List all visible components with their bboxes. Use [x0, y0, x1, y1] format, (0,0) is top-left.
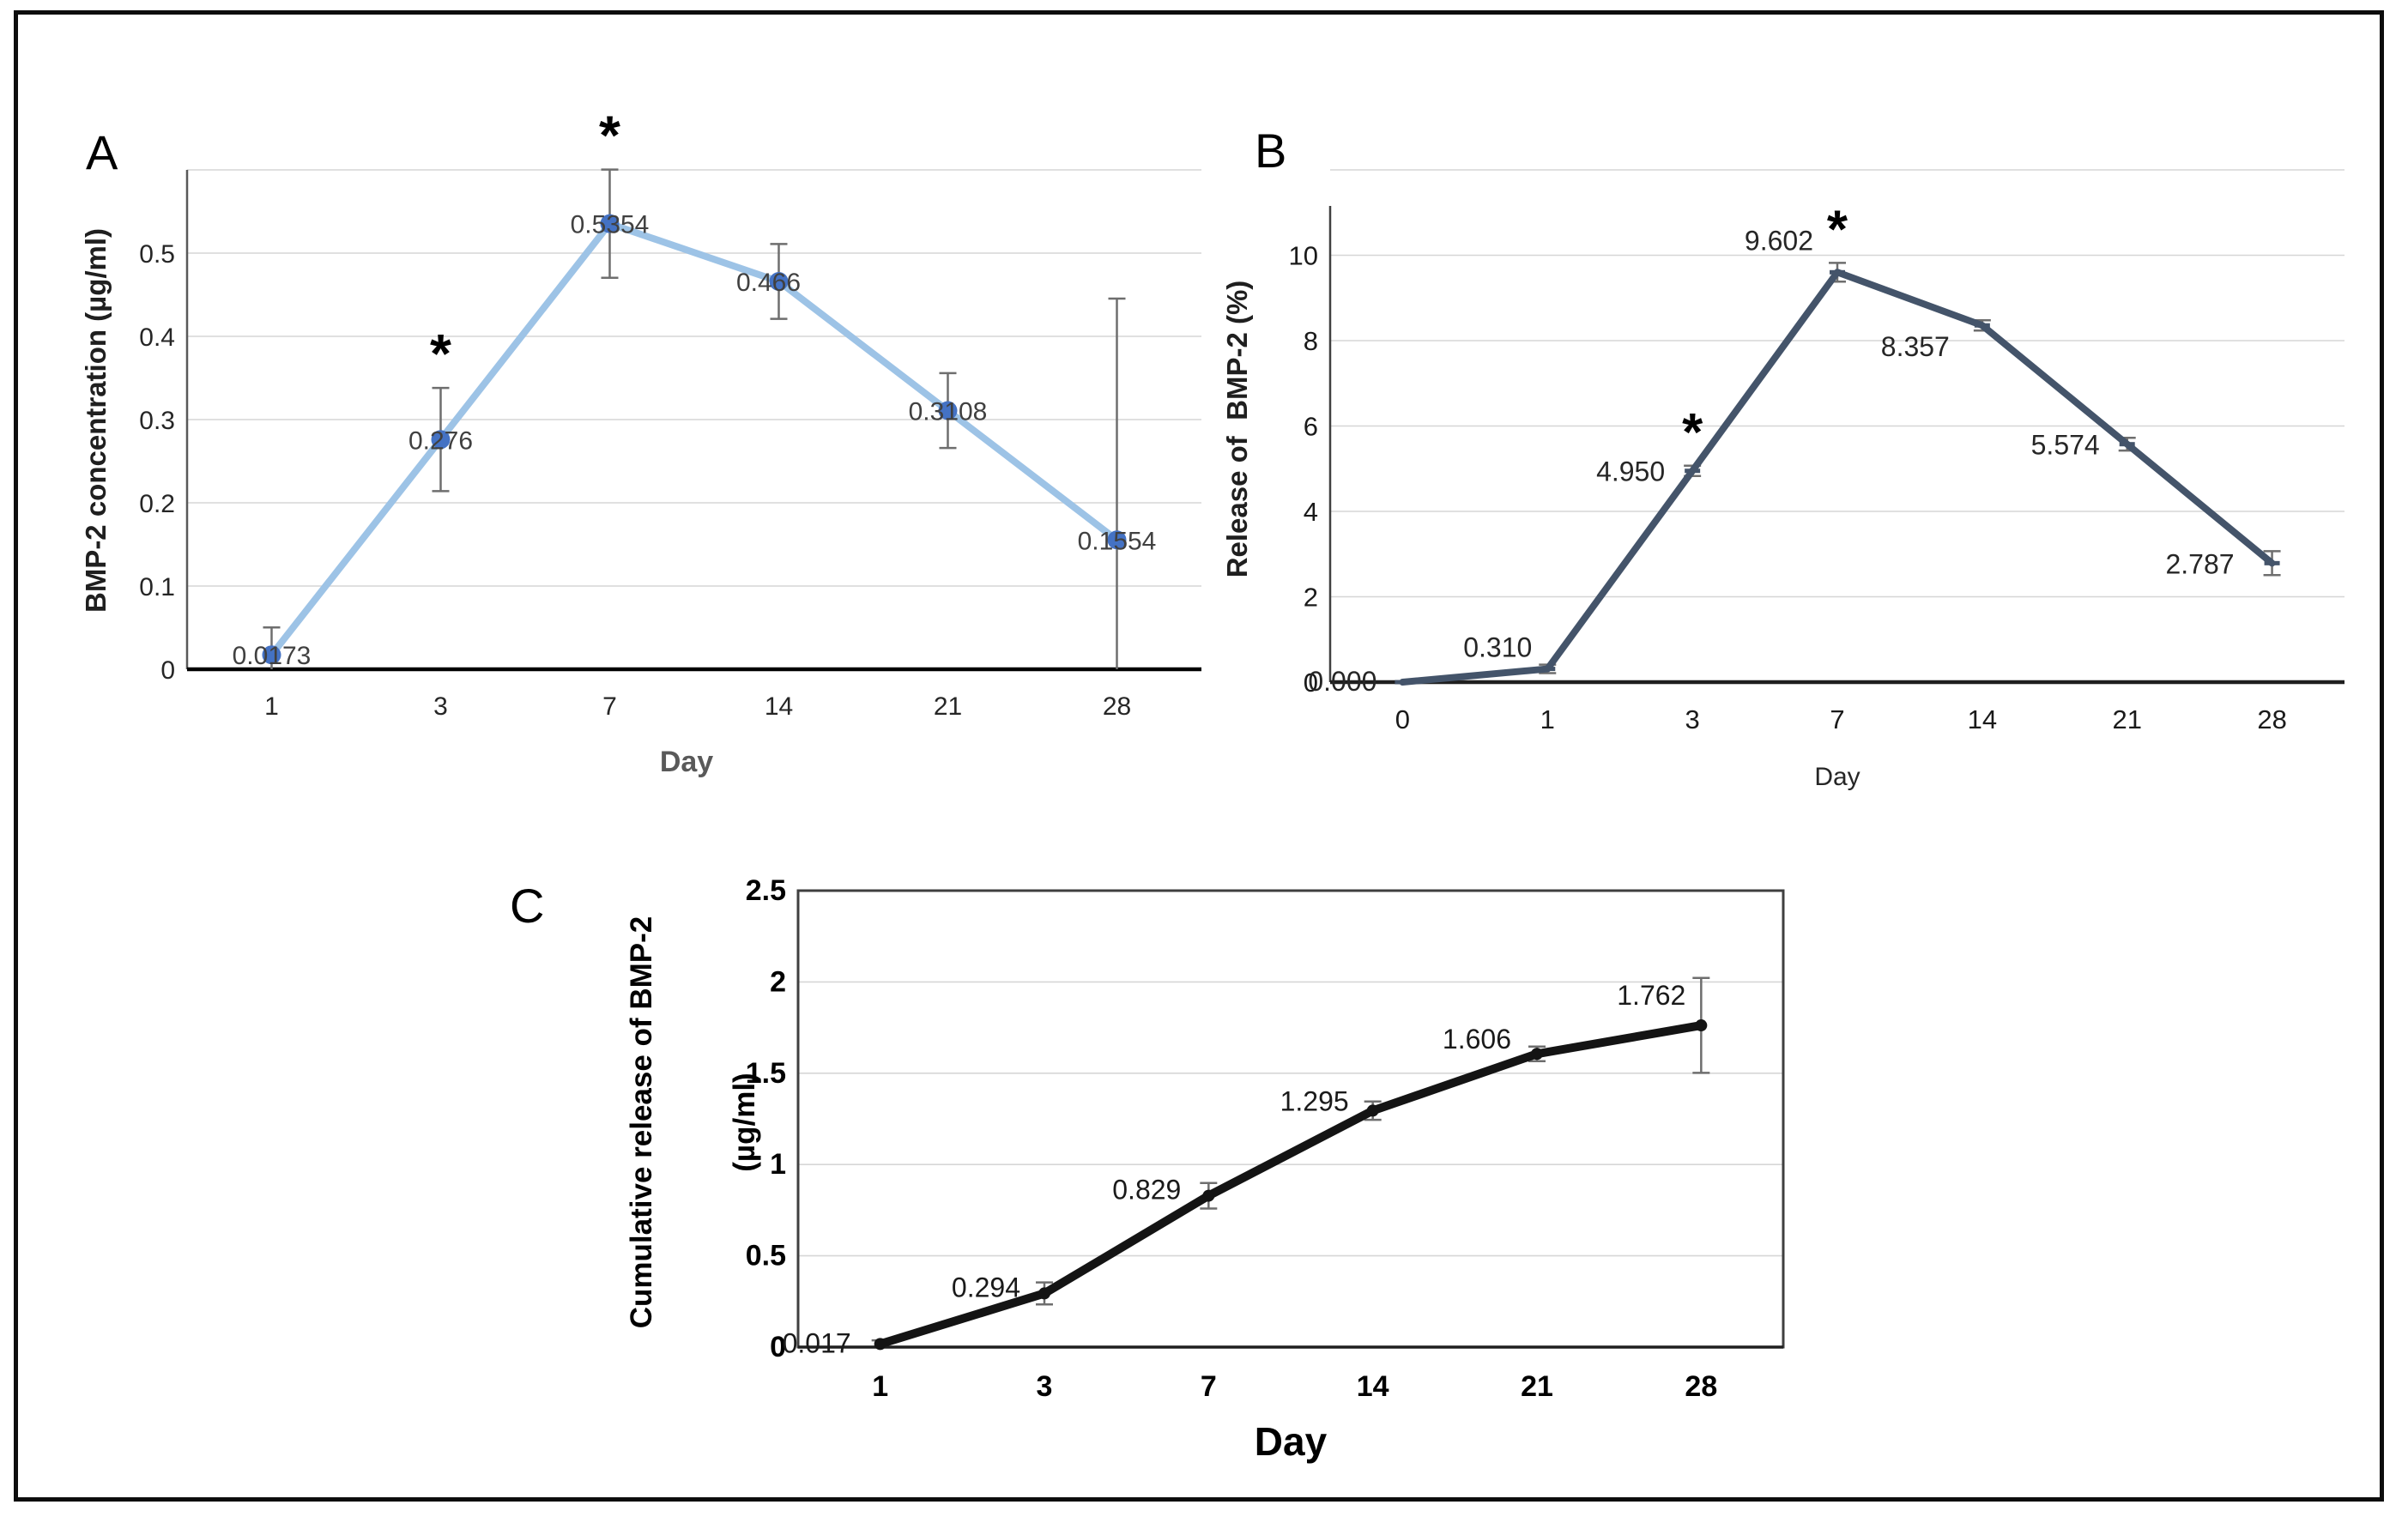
- panel-c-marker: [1202, 1189, 1215, 1202]
- panel-c-data-label: 0.829: [1112, 1175, 1181, 1206]
- panel-b-data-label: 2.787: [2165, 548, 2234, 579]
- panel-c-x-tick-label: 21: [1521, 1370, 1553, 1403]
- panel-b-x-tick-label: 3: [1685, 704, 1700, 734]
- panel-b-x-tick-label: 28: [2257, 704, 2286, 734]
- panel-b-significance-asterisk: *: [1682, 403, 1703, 462]
- panel-a-letter: A: [86, 125, 118, 179]
- panel-c-x-tick-label: 28: [1685, 1370, 1717, 1403]
- panel-a-y-tick-label: 0: [160, 656, 175, 685]
- panel-a-series-line: [268, 220, 1121, 659]
- panel-a-data-label: 0.1554: [1078, 527, 1157, 555]
- panel-b-marker: [1395, 680, 1411, 685]
- panel-c-x-axis-title: Day: [1254, 1419, 1328, 1464]
- panel-b-data-label: 8.357: [1881, 331, 1950, 362]
- panel-c-marker: [1366, 1104, 1379, 1117]
- panel-b-marker: [1540, 667, 1556, 672]
- panel-b-data-label: 0.000: [1308, 666, 1376, 697]
- panel-b-marker: [1830, 269, 1845, 275]
- panel-b-y-axis-title: Release of BMP-2 (%): [1221, 280, 1254, 578]
- panel-b-data-label: 5.574: [2031, 430, 2100, 461]
- panel-b-plot: 0 2 4 6 8 10 0 1 3 7 14 21 28 0.000 0.310 4.950 9.602 8.3…: [1289, 169, 2344, 734]
- panel-b-x-tick-label: 21: [2112, 704, 2141, 734]
- panel-a-data-label: 0.0173: [233, 642, 312, 670]
- panel-a-x-tick-label: 7: [602, 692, 617, 721]
- panel-b-marker: [2264, 560, 2280, 565]
- panel-b-data-label: 4.950: [1596, 456, 1665, 487]
- panel-b-letter: B: [1255, 124, 1287, 178]
- panel-a-y-axis-title: BMP-2 concentration (µg/ml): [80, 227, 112, 613]
- panel-a-marker: [1107, 530, 1127, 550]
- panel-c-x-tick-label: 7: [1201, 1370, 1217, 1403]
- panel-a-data-label: 0.276: [408, 426, 473, 455]
- panel-a-y-tick-label: 0.2: [139, 490, 175, 518]
- panel-c-data-label: 1.295: [1280, 1085, 1349, 1116]
- panel-c-y-axis-title-line1: Cumulative release of BMP-2: [624, 916, 658, 1329]
- panel-a-x-tick-label: 21: [934, 692, 962, 721]
- panel-b-x-tick-label: 1: [1540, 704, 1555, 734]
- panel-c-data-label: 1.762: [1617, 980, 1685, 1011]
- panel-a-marker: [262, 645, 281, 665]
- panel-c-marker: [1038, 1287, 1050, 1300]
- panel-a-marker: [600, 214, 620, 233]
- panel-b-y-tick-label: 4: [1304, 497, 1318, 527]
- panel-a-x-tick-label: 3: [433, 692, 448, 721]
- panel-a-y-tick-label: 0.1: [139, 573, 175, 601]
- panel-b-marker: [2119, 442, 2135, 447]
- panel-c-y-axis-title: Cumulative release of BMP-2 (µg/ml): [555, 916, 832, 1328]
- panel-c-y-tick-label: 1.5: [746, 1057, 786, 1090]
- panel-b-data-label: 9.602: [1745, 225, 1813, 256]
- panel-a-y-tick-label: 0.3: [139, 407, 175, 435]
- panel-b-x-axis-title: Day: [1814, 763, 1860, 791]
- panel-c-marker: [1531, 1048, 1543, 1061]
- panel-b-y-tick-label: 10: [1289, 241, 1318, 271]
- panel-c-y-tick-label: 2: [770, 965, 786, 998]
- panel-c-data-label: 1.606: [1443, 1024, 1511, 1055]
- panel-a-marker: [431, 430, 451, 450]
- panel-a-plot: 0 0.1 0.2 0.3 0.4 0.5 1 3 7 14 21 28 0.0173 0.276 0.53…: [139, 105, 1201, 721]
- panel-b-series-line: [1399, 269, 2276, 686]
- panel-a-x-tick-label: 28: [1103, 692, 1131, 721]
- panel-c-data-label: 0.017: [783, 1327, 851, 1358]
- panel-b-marker: [1974, 323, 1990, 328]
- panel-c-y-tick-label: 2.5: [746, 874, 786, 907]
- panel-c-x-tick-label: 3: [1037, 1370, 1053, 1403]
- panel-c-y-tick-label: 0.5: [746, 1240, 786, 1272]
- panel-c-plot: 0 0.5 1 1.5 2 2.5 1 3 7 14 21 28 0.017 0.294 0.829 1.29…: [746, 874, 1785, 1403]
- panel-a-data-label: 0.5354: [571, 211, 650, 239]
- panel-c-x-tick-label: 14: [1357, 1370, 1389, 1403]
- panel-c-y-tick-label: 1: [770, 1148, 786, 1181]
- panel-c-y-axis-title-line2: (µg/ml): [728, 1073, 762, 1172]
- panel-b-y-tick-label: 8: [1304, 326, 1318, 356]
- panel-c-plot-border: [796, 889, 1785, 1349]
- panel-c-data-label: 0.294: [952, 1272, 1020, 1302]
- panel-b-significance-asterisk: *: [1827, 200, 1848, 259]
- panel-b-y-tick-label: 0: [1304, 668, 1318, 698]
- panel-b-y-tick-label: 6: [1304, 412, 1318, 442]
- panel-b-x-tick-label: 7: [1830, 704, 1844, 734]
- panel-a-x-tick-label: 14: [765, 692, 793, 721]
- panel-c-letter: C: [510, 879, 545, 933]
- panel-a-data-label: 0.466: [736, 269, 801, 297]
- panel-b-x-tick-label: 0: [1395, 704, 1410, 734]
- panel-c-marker: [874, 1338, 886, 1351]
- panel-a-y-tick-label: 0.5: [139, 240, 175, 269]
- panel-a-data-label: 0.3108: [909, 398, 988, 426]
- panel-b-x-tick-label: 14: [1968, 704, 1997, 734]
- panel-a-significance-asterisk: *: [599, 105, 620, 166]
- panel-a-significance-asterisk: *: [430, 323, 451, 384]
- panel-c-y-tick-label: 0: [770, 1331, 786, 1363]
- panel-c-marker: [1695, 1019, 1708, 1032]
- panel-b-marker: [1685, 468, 1701, 474]
- panel-b-data-label: 0.310: [1463, 632, 1532, 663]
- panel-b-y-tick-label: 2: [1304, 583, 1318, 613]
- panel-c-series-line: [875, 1021, 1706, 1349]
- panel-a-marker: [769, 271, 789, 291]
- panel-a-marker: [938, 401, 958, 420]
- panel-a-x-tick-label: 1: [264, 692, 279, 721]
- panel-a-y-tick-label: 0.4: [139, 323, 175, 352]
- panel-c-x-tick-label: 1: [872, 1370, 888, 1403]
- panel-a-x-axis-title: Day: [659, 746, 714, 778]
